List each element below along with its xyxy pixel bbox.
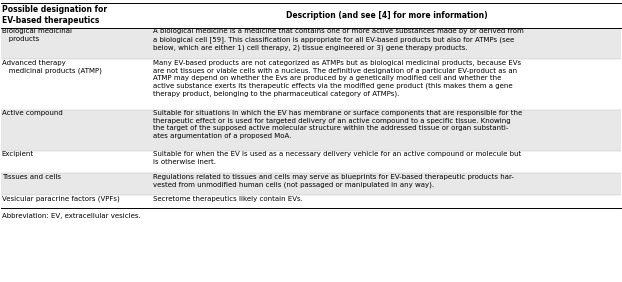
Text: Advanced therapy
   medicinal products (ATMP): Advanced therapy medicinal products (ATM… bbox=[2, 60, 101, 74]
Text: Abbreviation: EV, extracellular vesicles.: Abbreviation: EV, extracellular vesicles… bbox=[2, 213, 141, 219]
Text: Possible designation for
EV-based therapeutics: Possible designation for EV-based therap… bbox=[2, 5, 107, 25]
Text: Tissues and cells: Tissues and cells bbox=[2, 174, 61, 180]
Text: Active compound: Active compound bbox=[2, 111, 63, 116]
Text: Description (and see [4] for more information): Description (and see [4] for more inform… bbox=[286, 11, 488, 20]
Text: Suitable for when the EV is used as a necessary delivery vehicle for an active c: Suitable for when the EV is used as a ne… bbox=[154, 151, 522, 165]
Text: Many EV-based products are not categorized as ATMPs but as biological medicinal : Many EV-based products are not categoriz… bbox=[154, 60, 521, 97]
Bar bbox=[1, 173, 621, 195]
Text: Regulations related to tissues and cells may serve as blueprints for EV-based th: Regulations related to tissues and cells… bbox=[154, 174, 514, 188]
Bar bbox=[1, 110, 621, 151]
Bar bbox=[1, 3, 621, 28]
Bar bbox=[1, 59, 621, 110]
Bar bbox=[1, 195, 621, 208]
Text: Suitable for situations in which the EV has membrane or surface components that : Suitable for situations in which the EV … bbox=[154, 111, 522, 139]
Text: Secretome therapeutics likely contain EVs.: Secretome therapeutics likely contain EV… bbox=[154, 196, 304, 202]
Bar bbox=[1, 28, 621, 59]
Text: A biological medicine is a medicine that contains one or more active substances : A biological medicine is a medicine that… bbox=[154, 28, 524, 51]
Text: Excipient: Excipient bbox=[2, 151, 34, 157]
Text: Biological medicinal
   products: Biological medicinal products bbox=[2, 28, 72, 42]
Text: Vesicular paracrine factors (VPFs): Vesicular paracrine factors (VPFs) bbox=[2, 196, 119, 202]
Bar bbox=[1, 151, 621, 173]
